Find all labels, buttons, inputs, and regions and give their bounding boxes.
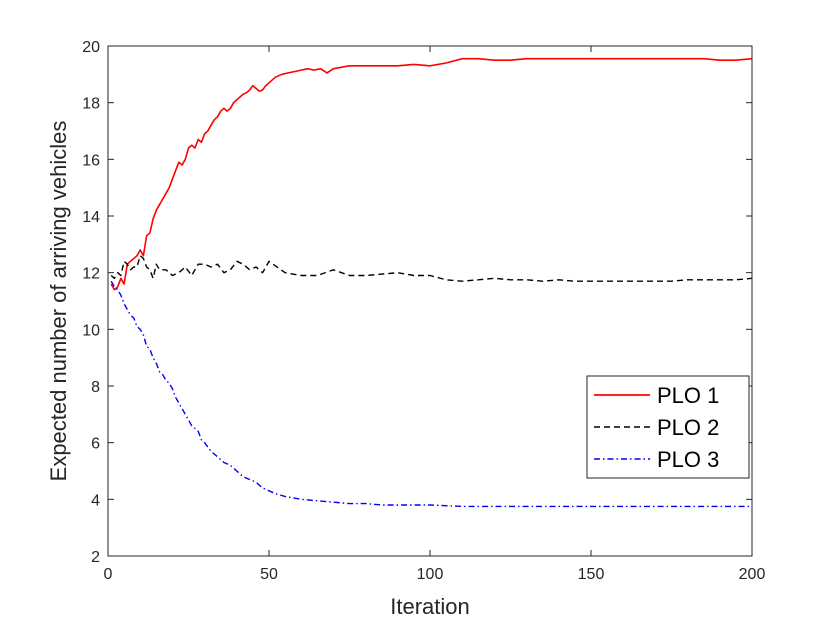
legend-label-plo-3: PLO 3	[657, 447, 719, 472]
y-tick-label: 6	[91, 436, 100, 453]
x-tick-label: 150	[578, 566, 605, 583]
y-tick-label: 2	[91, 549, 100, 566]
plot-background	[108, 46, 752, 556]
y-tick-label: 16	[82, 152, 100, 169]
y-tick-label: 20	[82, 39, 100, 56]
x-tick-label: 0	[104, 566, 113, 583]
x-tick-label: 100	[417, 566, 444, 583]
y-tick-label: 8	[91, 379, 100, 396]
series-line-plo-3	[110, 280, 752, 508]
series-line-plo-2	[110, 254, 753, 282]
x-axis-title: Iteration	[390, 594, 470, 619]
y-axis-title: Expected number of arriving vehicles	[46, 121, 71, 482]
series-line-plo-1	[110, 57, 753, 291]
legend-label-plo-1: PLO 1	[657, 383, 719, 408]
y-axis: 2 4 6 8 10 12 14 16 18 20	[82, 39, 752, 566]
x-tick-label: 200	[739, 566, 766, 583]
y-tick-label: 14	[82, 209, 100, 226]
y-tick-label: 12	[82, 266, 100, 283]
y-tick-label: 10	[82, 322, 100, 339]
legend: PLO 1 PLO 2 PLO 3	[586, 375, 750, 479]
series-layer	[110, 57, 753, 508]
legend-label-plo-2: PLO 2	[657, 415, 719, 440]
x-tick-label: 50	[260, 566, 278, 583]
x-axis: 0 50 100 150 200	[104, 46, 766, 583]
y-tick-label: 18	[82, 96, 100, 113]
y-tick-label: 4	[91, 492, 100, 509]
